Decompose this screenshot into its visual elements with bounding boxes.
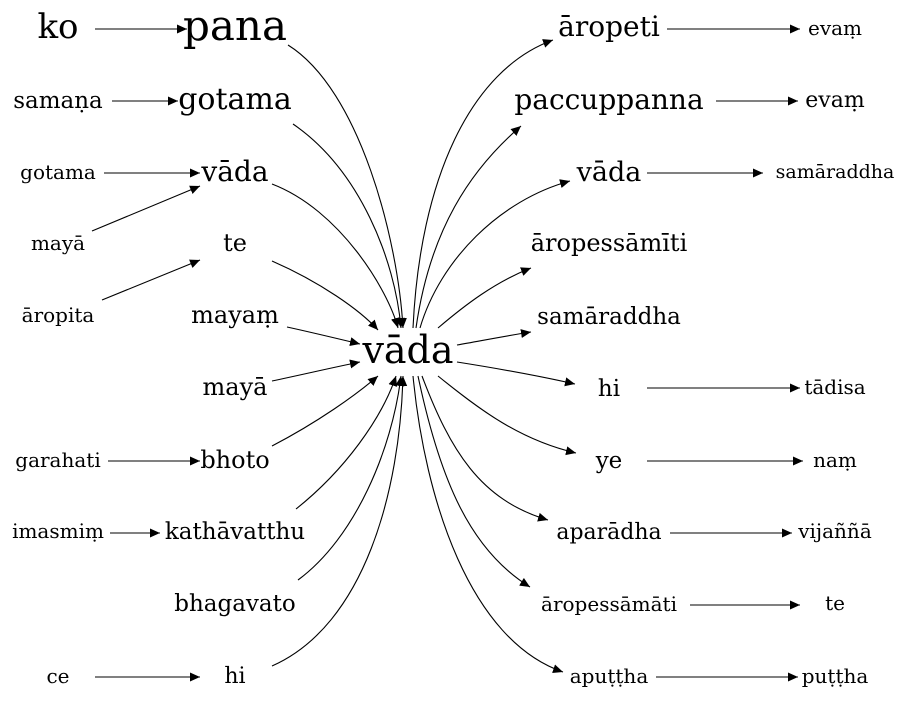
edge-vada_l-to-c [271,183,400,329]
node-samana: samaṇa [13,88,103,114]
node-te_r: te [825,591,845,615]
node-ye: ye [595,448,623,474]
edge-gotama1-to-c [292,123,405,329]
node-puttha: puṭṭha [802,664,869,688]
edge-aropita-to-te_l [101,259,201,301]
edge-c-to-aropessamiti [437,267,532,329]
node-aropita: āropita [22,303,95,327]
edge-c-to-aputtha [412,375,564,673]
node-garahati: garahati [15,448,100,472]
edge-bhoto-to-c [271,375,379,447]
edge-c-to-ye [437,375,577,456]
nodes-layer: vāda ko samaṇa gotama mayā āropita garah… [12,1,894,689]
edge-c-to-aropessamati [417,375,531,588]
node-vijanna: vijaññā [797,519,872,543]
edge-maya2-to-c [271,359,361,382]
node-pana: pana [183,1,287,50]
node-maya1: mayā [31,231,85,255]
node-ce: ce [46,664,69,688]
node-kathavatthu: kathāvatthu [165,519,305,545]
edge-c-to-paccuppanna [415,125,522,329]
node-c: vāda [361,328,453,372]
node-evam2: evaṃ [805,88,865,113]
node-paccuppanna: paccuppanna [514,83,703,116]
edge-c-to-hi_r [456,361,576,387]
node-hi_l: hi [224,664,245,689]
edge-c-to-aparadha [421,375,549,522]
edge-te_l-to-c [271,260,379,331]
edge-c-to-vada_r [419,179,571,329]
node-aropessamati: āropessāmāti [541,592,677,616]
node-hi_r: hi [598,376,620,402]
node-mayam: mayaṃ [191,301,279,329]
edge-pana-to-c [287,44,407,329]
edge-c-to-aropeti [412,39,554,329]
edge-bhagavato-to-c [297,375,405,581]
node-bhagavato: bhagavato [174,591,295,617]
node-gotama2: gotama [20,160,96,184]
node-aropessamiti: āropessāmīti [531,229,688,257]
node-bhoto: bhoto [200,446,269,474]
node-vada_l: vāda [200,155,268,188]
node-ko: ko [37,7,78,47]
node-gotama1: gotama [178,82,292,117]
node-samaraddha2: samāraddha [537,304,681,330]
node-nam: naṃ [813,448,857,472]
node-samaraddha1: samāraddha [776,161,895,183]
node-maya2: mayā [203,373,268,401]
node-aparadha: aparādha [556,520,661,545]
edge-kathavatthu-to-c [295,375,398,510]
edge-mayam-to-c [286,326,361,347]
node-tadisa: tādisa [804,375,865,399]
edge-c-to-samaraddha2 [456,329,532,346]
node-evam1: evaṃ [808,16,862,40]
node-te_l: te [223,229,247,257]
edges-layer [91,24,803,682]
edge-hi_l-to-c [271,375,408,667]
node-aropeti: āropeti [558,10,660,43]
node-aputtha: apuṭṭha [570,664,649,688]
edge-maya1-to-vada_l [91,185,201,232]
node-vada_r: vāda [576,157,642,188]
node-imasmim: imasmiṃ [12,519,104,543]
